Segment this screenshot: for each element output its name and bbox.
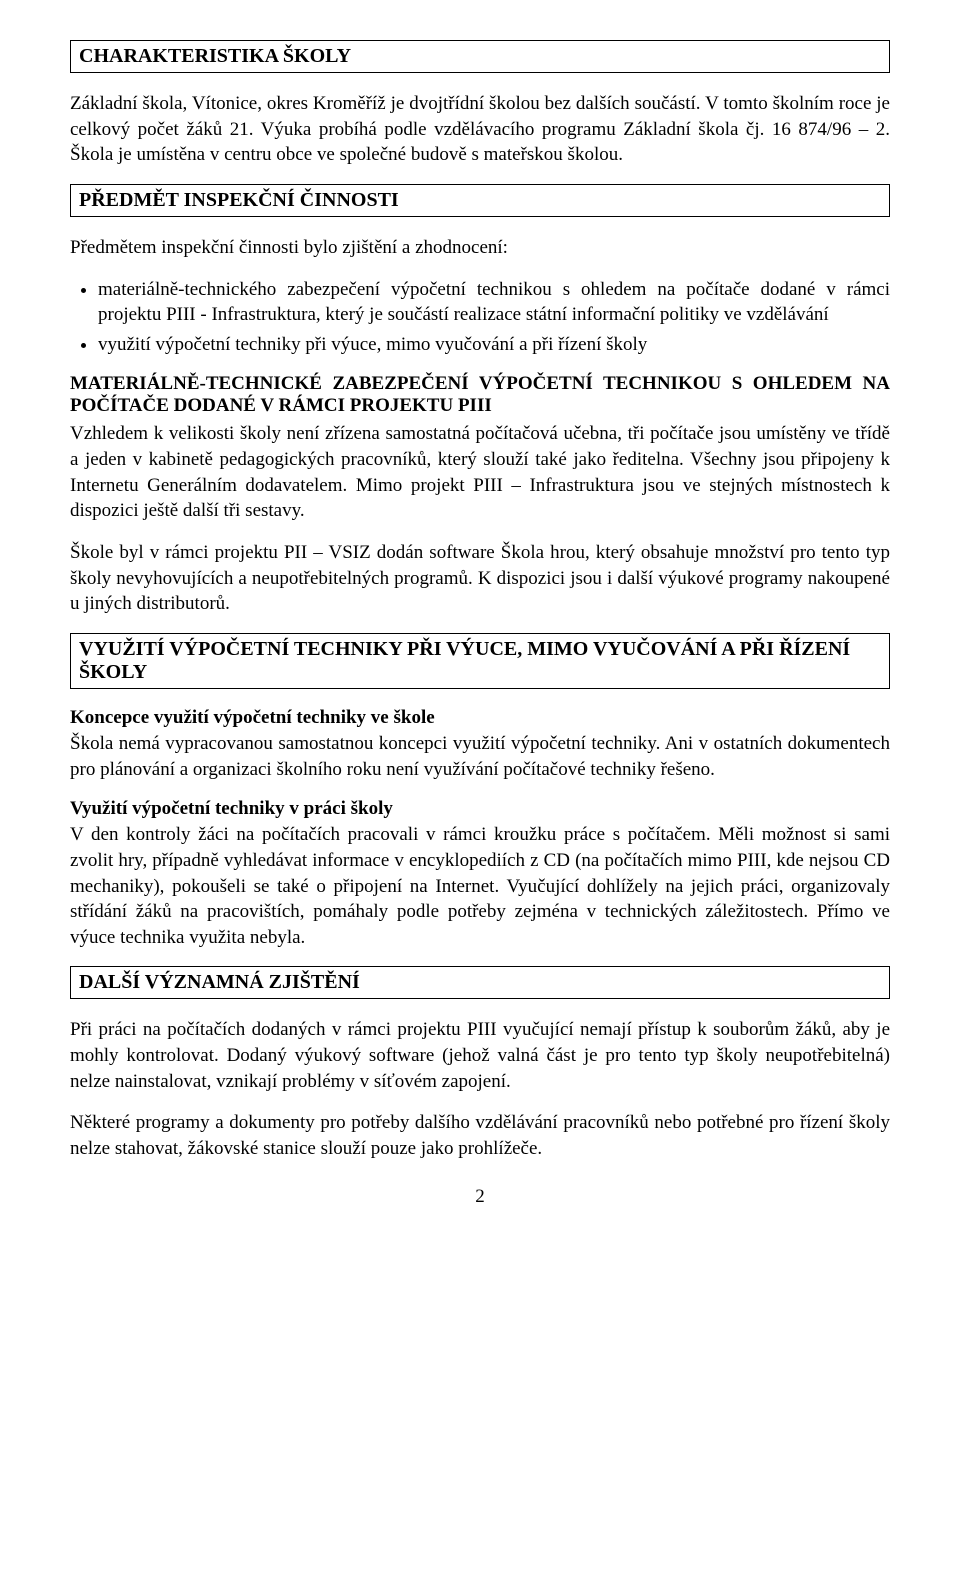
document-page: CHARAKTERISTIKA ŠKOLY Základní škola, Ví… [0,0,960,1238]
list-item: materiálně-technického zabezpečení výpoč… [98,277,890,328]
section-heading-box: DALŠÍ VÝZNAMNÁ ZJIŠTĚNÍ [70,966,890,999]
body-paragraph: Některé programy a dokumenty pro potřeby… [70,1110,890,1161]
list-item: využití výpočetní techniky při výuce, mi… [98,332,890,358]
subsection-title: MATERIÁLNĚ-TECHNICKÉ ZABEZPEČENÍ VÝPOČET… [70,373,890,417]
subsection-title: Využití výpočetní techniky v práci školy [70,798,890,820]
section-heading-box: CHARAKTERISTIKA ŠKOLY [70,40,890,73]
body-paragraph: Škola nemá vypracovanou samostatnou konc… [70,731,890,782]
body-paragraph: Škole byl v rámci projektu PII – VSIZ do… [70,540,890,617]
page-number: 2 [70,1186,890,1208]
body-paragraph: Při práci na počítačích dodaných v rámci… [70,1017,890,1094]
subsection-title: Koncepce využití výpočetní techniky ve š… [70,707,890,729]
section-heading: VYUŽITÍ VÝPOČETNÍ TECHNIKY PŘI VÝUCE, MI… [79,638,850,683]
body-paragraph: Předmětem inspekční činnosti bylo zjiště… [70,235,890,261]
body-paragraph: Základní škola, Vítonice, okres Kroměříž… [70,91,890,168]
body-paragraph: Vzhledem k velikosti školy není zřízena … [70,421,890,524]
section-heading-box: VYUŽITÍ VÝPOČETNÍ TECHNIKY PŘI VÝUCE, MI… [70,633,890,689]
section-heading-box: PŘEDMĚT INSPEKČNÍ ČINNOSTI [70,184,890,217]
section-heading: PŘEDMĚT INSPEKČNÍ ČINNOSTI [79,189,399,211]
section-heading: CHARAKTERISTIKA ŠKOLY [79,45,351,67]
body-paragraph: V den kontroly žáci na počítačích pracov… [70,822,890,950]
section-heading: DALŠÍ VÝZNAMNÁ ZJIŠTĚNÍ [79,971,360,993]
bullet-list: materiálně-technického zabezpečení výpoč… [70,277,890,358]
